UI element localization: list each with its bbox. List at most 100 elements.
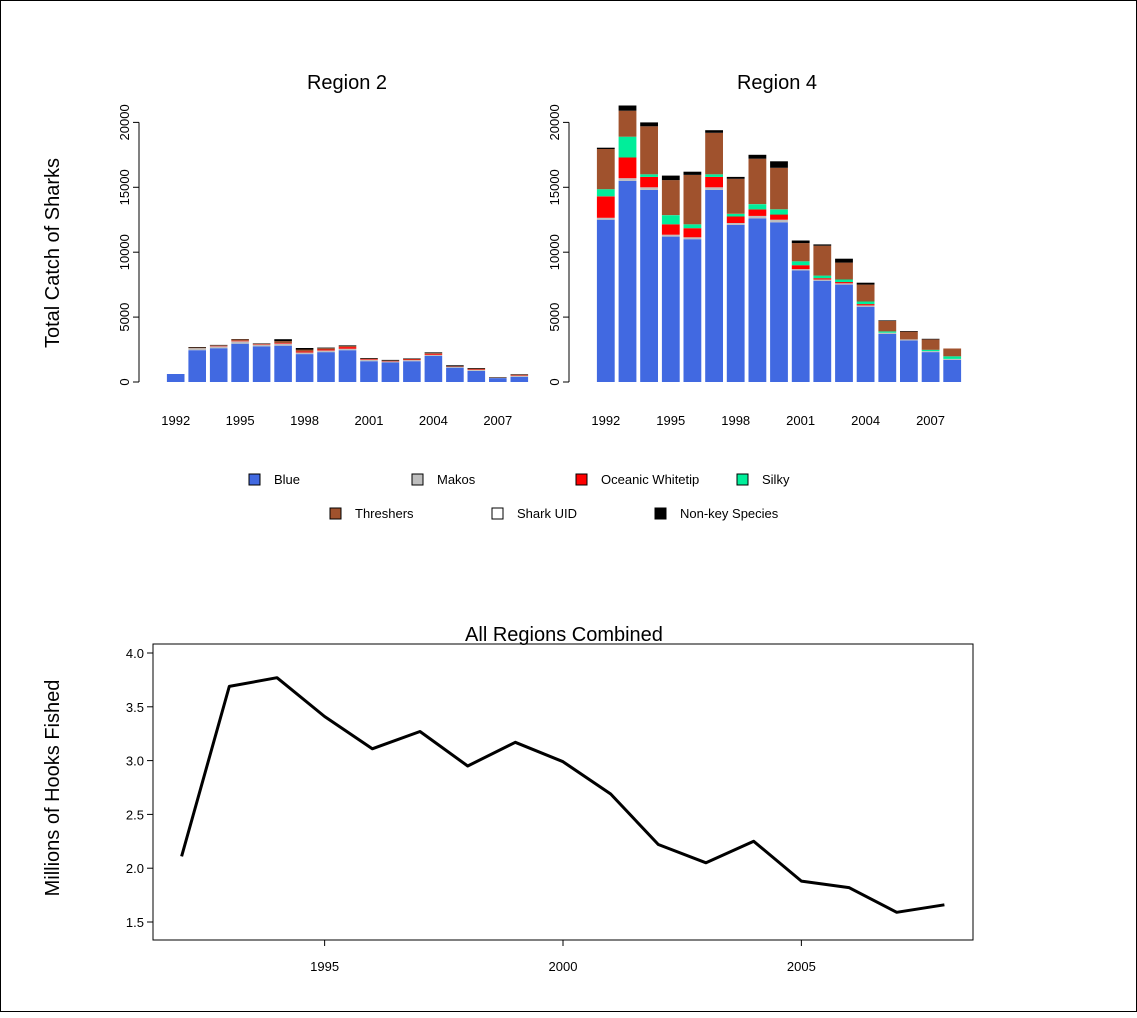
bar-segment-oceanic-whitetip-1999 — [317, 350, 335, 351]
bar-segment-blue-1998 — [296, 354, 314, 382]
bar-segment-non-key-species-1999 — [317, 348, 335, 349]
bar-segment-makos-1993 — [188, 348, 206, 350]
bar-segment-non-key-species-1997 — [274, 339, 292, 341]
bar-segment-silky-1992 — [597, 189, 615, 196]
bar-segment-blue-1993 — [188, 350, 206, 382]
legend-swatch-makos — [412, 474, 423, 485]
y-tick-label-5000: 5000 — [117, 303, 132, 332]
bar-segment-threshers-2000 — [339, 346, 357, 347]
region-4-title: Region 4 — [737, 72, 817, 94]
bar-segment-oceanic-whitetip-1993 — [619, 157, 637, 178]
line-plot-box — [153, 644, 973, 940]
bar-segment-non-key-species-1998 — [727, 177, 745, 179]
x-tick-label-2004: 2004 — [851, 413, 880, 428]
x-tick-label-2001: 2001 — [786, 413, 815, 428]
hooks-line-chart: All Regions Combined Millions of Hooks F… — [42, 624, 973, 974]
bar-segment-non-key-species-2004 — [425, 352, 443, 353]
legend-label-non-key-species: Non-key Species — [680, 506, 779, 521]
bar-segment-blue-1996 — [253, 346, 271, 382]
bar-segment-blue-2003 — [835, 285, 853, 382]
bar-segment-non-key-species-2000 — [770, 161, 788, 168]
x-tick-label-1992: 1992 — [591, 413, 620, 428]
bar-segment-makos-1999 — [749, 216, 767, 219]
bar-segment-oceanic-whitetip-2000 — [770, 215, 788, 220]
bar-segment-threshers-2004 — [425, 353, 443, 354]
bar-segment-blue-1992 — [597, 220, 615, 382]
region-2-bars — [167, 339, 528, 382]
bar-segment-threshers-2008 — [943, 349, 961, 357]
bar-segment-threshers-2008 — [511, 375, 529, 376]
bar-segment-blue-2001 — [792, 270, 810, 382]
bar-y-axis-label: Total Catch of Sharks — [42, 158, 64, 348]
y-tick-label-3.5: 3.5 — [126, 700, 144, 715]
y-tick-label-1.5: 1.5 — [126, 915, 144, 930]
bar-segment-makos-1997 — [274, 344, 292, 346]
x-tick-label-1995: 1995 — [310, 959, 339, 974]
y-tick-label-20000: 20000 — [547, 104, 562, 140]
bar-segment-makos-2000 — [770, 220, 788, 223]
y-tick-label-15000: 15000 — [547, 169, 562, 205]
bar-segment-silky-1996 — [684, 224, 702, 228]
bar-segment-silky-1994 — [640, 174, 658, 177]
bar-segment-non-key-species-2003 — [835, 259, 853, 263]
line-y-axis-label: Millions of Hooks Fished — [42, 680, 64, 897]
bar-segment-blue-1994 — [210, 348, 228, 382]
bar-segment-threshers-1996 — [253, 344, 271, 345]
y-tick-label-5000: 5000 — [547, 303, 562, 332]
bar-segment-makos-1997 — [705, 187, 723, 190]
region-2-title: Region 2 — [307, 72, 387, 94]
bar-segment-threshers-1997 — [274, 341, 292, 343]
legend-swatch-oceanic-whitetip — [576, 474, 587, 485]
bar-segment-non-key-species-2002 — [813, 244, 831, 245]
y-tick-label-2.5: 2.5 — [126, 807, 144, 822]
y-tick-label-4.0: 4.0 — [126, 646, 144, 661]
bar-segment-non-key-species-1999 — [749, 155, 767, 159]
bar-segment-makos-2007 — [922, 351, 940, 352]
bar-segment-threshers-2004 — [857, 285, 875, 302]
x-tick-label-2000: 2000 — [549, 959, 578, 974]
bar-segment-non-key-species-1993 — [619, 106, 637, 111]
y-tick-label-15000: 15000 — [117, 169, 132, 205]
bar-segment-silky-2005 — [878, 331, 896, 332]
y-tick-label-0: 0 — [547, 378, 562, 385]
bar-segment-oceanic-whitetip-2002 — [813, 278, 831, 279]
legend-label-shark-uid: Shark UID — [517, 506, 577, 521]
legend-label-oceanic-whitetip: Oceanic Whitetip — [601, 472, 699, 487]
bar-segment-makos-2006 — [900, 339, 918, 340]
bar-segment-makos-2002 — [813, 280, 831, 281]
bar-segment-threshers-1992 — [597, 149, 615, 189]
x-tick-label-2005: 2005 — [787, 959, 816, 974]
bar-segment-threshers-2002 — [382, 361, 400, 362]
bar-segment-makos-2004 — [857, 305, 875, 306]
bar-segment-threshers-2006 — [468, 369, 486, 370]
bar-segment-makos-1995 — [231, 341, 249, 343]
bar-segment-makos-1998 — [296, 353, 314, 355]
bar-segment-silky-2002 — [813, 276, 831, 279]
bar-segment-threshers-2002 — [813, 246, 831, 276]
bar-segment-blue-2008 — [511, 377, 529, 382]
bar-segment-non-key-species-2004 — [857, 283, 875, 285]
bar-segment-threshers-2001 — [792, 243, 810, 261]
bar-segment-threshers-2003 — [403, 359, 421, 360]
bar-segment-non-key-species-2002 — [382, 360, 400, 361]
x-tick-label-2007: 2007 — [483, 413, 512, 428]
bar-segment-blue-2007 — [922, 352, 940, 382]
bar-segment-blue-2005 — [446, 368, 464, 382]
bar-segment-silky-2003 — [835, 280, 853, 283]
y-tick-label-2.0: 2.0 — [126, 861, 144, 876]
bar-segment-blue-2001 — [360, 361, 378, 382]
bar-segment-makos-1995 — [662, 235, 680, 237]
bar-segment-blue-2000 — [770, 222, 788, 382]
bar-segment-silky-2000 — [770, 209, 788, 214]
legend-label-makos: Makos — [437, 472, 476, 487]
bar-segment-silky-2004 — [857, 302, 875, 305]
bar-segment-blue-1995 — [662, 237, 680, 382]
bar-segment-makos-1998 — [727, 223, 745, 225]
bar-segment-non-key-species-2001 — [792, 241, 810, 244]
bar-segment-non-key-species-1998 — [296, 348, 314, 350]
bar-segment-blue-1995 — [231, 344, 249, 382]
bar-segment-silky-2001 — [792, 261, 810, 265]
